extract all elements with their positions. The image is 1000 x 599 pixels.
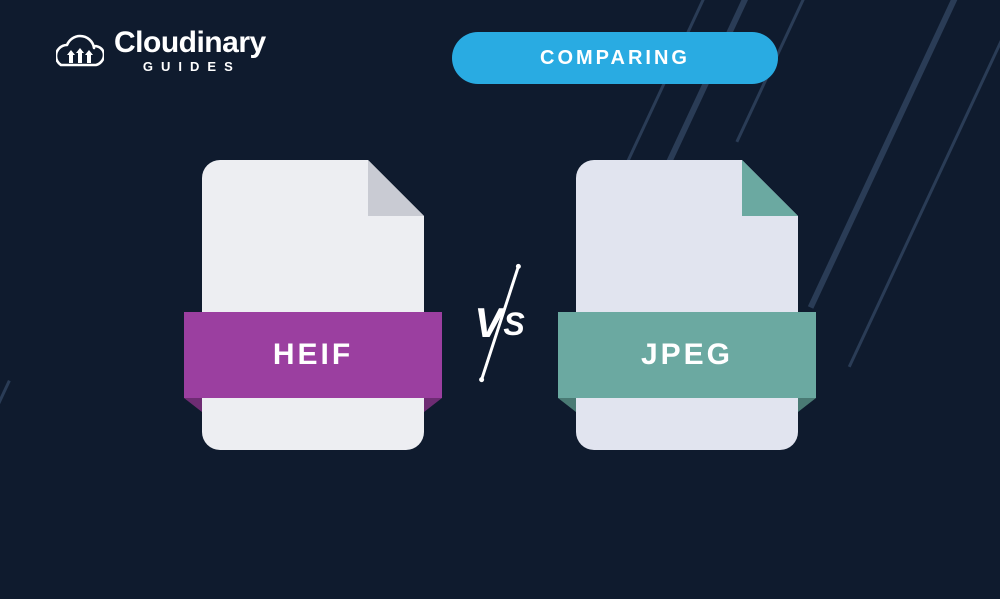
- vs-divider: VS: [464, 299, 536, 347]
- format-label-heif: HEIF: [184, 312, 442, 398]
- brand-name: Cloudinary: [114, 28, 266, 58]
- pill-label: COMPARING: [540, 47, 690, 70]
- format-text-right: JPEG: [641, 338, 733, 372]
- vs-s: S: [503, 306, 525, 342]
- vs-v: V: [474, 299, 503, 346]
- format-label-jpeg: JPEG: [558, 312, 816, 398]
- brand-subtitle: GUIDES: [118, 60, 266, 73]
- file-jpeg: JPEG: [576, 160, 798, 450]
- brand-logo: Cloudinary GUIDES: [56, 28, 266, 73]
- fold-corner-left: [368, 160, 424, 216]
- comparison-area: HEIF VS JPEG: [0, 135, 1000, 475]
- comparing-pill: COMPARING: [452, 32, 778, 84]
- cloud-icon: [56, 33, 104, 69]
- fold-corner-right: [742, 160, 798, 216]
- format-text-left: HEIF: [273, 338, 353, 372]
- file-heif: HEIF: [202, 160, 424, 450]
